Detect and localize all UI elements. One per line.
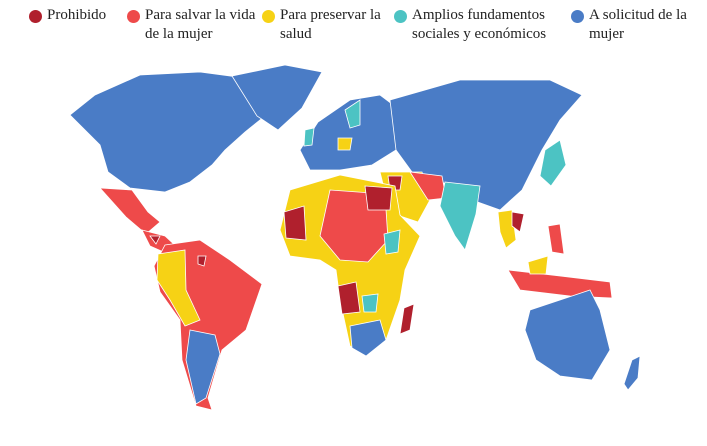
region [149,235,161,245]
legend-swatch [29,10,42,23]
region [527,255,549,275]
legend-item: Para preservar la salud [262,6,390,44]
region [185,329,221,405]
legend-swatch [262,10,275,23]
region [156,249,201,327]
legend-swatch [127,10,140,23]
region [69,71,291,193]
region [524,289,611,381]
region [337,281,361,315]
region [361,293,379,313]
legend-item: Para salvar la vida de la mujer [127,6,257,44]
region [344,99,361,129]
legend-label: A solicitud de la mujer [589,7,687,42]
region [383,229,401,255]
region [231,64,323,131]
legend-label: Amplios fundamentos sociales y económico… [412,7,547,42]
region [349,319,387,357]
legend-label: Prohibido [47,7,107,23]
legend-item: A solicitud de la mujer [571,6,689,44]
region [337,137,353,151]
legend-swatch [571,10,584,23]
region [197,255,207,267]
legend-swatch [394,10,407,23]
region [507,269,613,299]
region [303,127,315,147]
region [439,181,481,251]
region [399,303,415,335]
region [99,187,161,235]
region [547,223,565,255]
legend-item: Prohibido [29,6,106,25]
legend: Prohibido Para salvar la vida de la mujer… [0,6,707,46]
region [497,209,517,249]
region [511,211,525,233]
region [623,355,641,391]
legend-label: Para salvar la vida de la mujer [145,7,256,42]
legend-label: Para preservar la salud [280,7,381,42]
region [283,205,307,241]
region [364,185,393,211]
legend-item: Amplios fundamentos sociales y económico… [394,6,582,44]
region [539,139,567,187]
